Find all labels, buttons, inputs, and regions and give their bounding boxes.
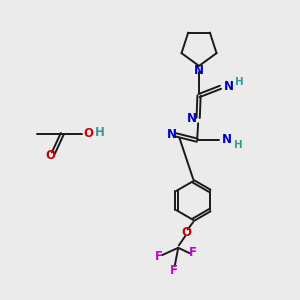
Text: N: N bbox=[224, 80, 234, 94]
Text: N: N bbox=[187, 112, 196, 125]
Text: H: H bbox=[235, 77, 244, 87]
Text: F: F bbox=[155, 250, 163, 263]
Text: N: N bbox=[194, 64, 204, 77]
Text: O: O bbox=[83, 127, 93, 140]
Text: H: H bbox=[95, 126, 105, 139]
Text: F: F bbox=[170, 264, 178, 277]
Text: F: F bbox=[188, 246, 196, 259]
Text: O: O bbox=[182, 226, 192, 239]
Text: O: O bbox=[45, 149, 56, 162]
Text: N: N bbox=[167, 128, 177, 141]
Text: H: H bbox=[234, 140, 243, 150]
Text: N: N bbox=[222, 133, 232, 146]
